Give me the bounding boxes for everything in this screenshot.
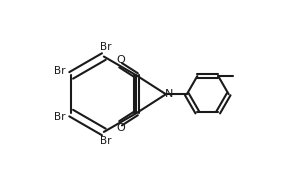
Text: Br: Br (54, 66, 65, 76)
Text: O: O (116, 55, 125, 65)
Text: Br: Br (100, 136, 112, 146)
Text: Br: Br (54, 112, 65, 122)
Text: O: O (116, 124, 125, 134)
Text: Br: Br (100, 42, 112, 52)
Text: N: N (165, 89, 173, 99)
